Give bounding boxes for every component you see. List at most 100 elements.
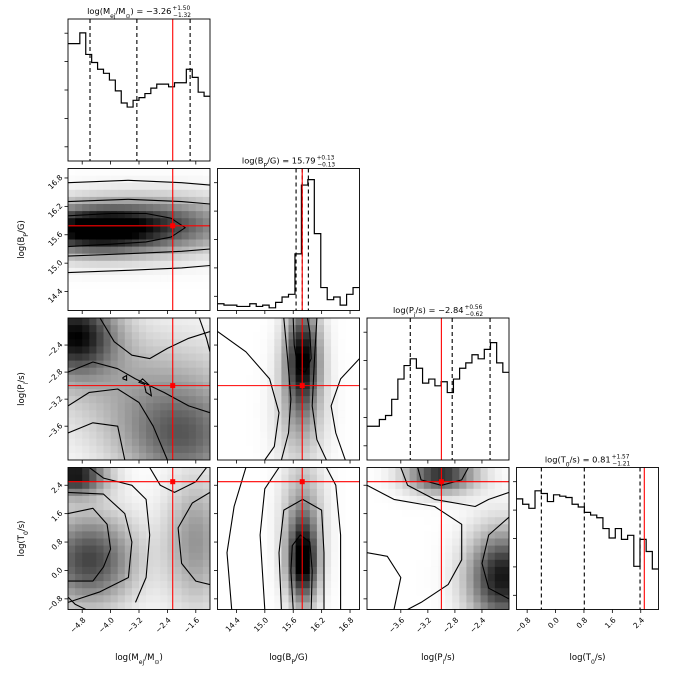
density-cell: [445, 552, 453, 561]
density-cell: [146, 403, 154, 411]
density-cell: [117, 552, 126, 561]
density-cell: [309, 545, 318, 554]
density-cell: [260, 318, 268, 326]
density-cell: [110, 559, 119, 568]
density-cell: [160, 360, 168, 369]
density-cell: [217, 481, 226, 490]
density-cell: [231, 325, 240, 333]
pair-plot-area: [217, 318, 360, 460]
density-cell: [195, 267, 204, 276]
density-cell: [224, 417, 233, 426]
density-cell: [68, 325, 76, 333]
density-cell: [167, 325, 176, 333]
density-cell: [131, 182, 140, 191]
density-cell: [174, 417, 183, 426]
density-cell: [324, 431, 332, 440]
density-cell: [352, 367, 360, 376]
density-cell: [402, 517, 411, 525]
density-cell: [131, 168, 140, 177]
density-cell: [423, 524, 432, 532]
density-cell: [153, 232, 161, 241]
density-cell: [217, 524, 226, 532]
density-cell: [195, 545, 204, 554]
x-axis-label-B: log(BP/G): [269, 653, 308, 666]
density-cell: [110, 566, 119, 575]
density-cell: [103, 367, 112, 376]
density-cell: [267, 445, 275, 454]
density-cell: [245, 339, 254, 347]
density-cell: [466, 588, 475, 596]
density-cell: [388, 602, 396, 610]
density-cell: [316, 431, 325, 440]
density-cell: [146, 260, 154, 269]
density-cell: [124, 175, 133, 184]
density-cell: [267, 431, 275, 440]
density-cell: [110, 552, 119, 561]
density-cell: [124, 538, 133, 547]
density-cell: [423, 559, 432, 568]
density-cell: [274, 559, 282, 568]
density-cell: [89, 232, 97, 241]
density-cell: [82, 318, 90, 326]
density-cell: [445, 524, 453, 532]
density-cell: [82, 503, 90, 511]
density-cell: [103, 481, 112, 490]
density-cell: [153, 289, 161, 297]
density-cell: [82, 325, 90, 333]
density-cell: [281, 474, 290, 483]
density-cell: [174, 296, 183, 304]
density-cell: [494, 566, 503, 575]
density-cell: [131, 566, 140, 575]
density-cell: [338, 396, 346, 404]
density-cell: [260, 403, 268, 411]
density-cell: [388, 503, 396, 511]
density-cell: [423, 481, 432, 490]
density-cell: [260, 396, 268, 404]
density-cell: [374, 566, 382, 575]
density-cell: [96, 424, 105, 433]
density-cell: [288, 566, 297, 575]
density-cell: [188, 552, 197, 561]
density-cell: [110, 403, 119, 411]
density-cell: [89, 339, 97, 347]
density-cell: [146, 253, 154, 262]
density-cell: [338, 538, 346, 547]
density-cell: [139, 168, 147, 177]
density-cell: [316, 339, 325, 347]
density-cell: [153, 417, 161, 426]
density-cell: [309, 574, 318, 582]
density-cell: [345, 438, 353, 447]
density-cell: [124, 296, 133, 304]
density-cell: [345, 452, 353, 460]
density-cell: [181, 218, 190, 226]
density-cell: [395, 467, 404, 476]
density-cell: [309, 474, 318, 483]
density-cell: [224, 445, 233, 454]
density-cell: [324, 559, 332, 568]
density-cell: [281, 566, 290, 575]
density-cell: [181, 289, 190, 297]
density-cell: [117, 303, 126, 311]
density-cell: [131, 517, 140, 525]
density-cell: [202, 232, 210, 241]
density-cell: [124, 189, 133, 198]
density-cell: [89, 424, 97, 433]
contour-line: [68, 179, 210, 186]
density-cell: [253, 574, 261, 582]
density-cell: [96, 325, 105, 333]
density-cell: [309, 452, 318, 460]
pair-panel-B-P: [214, 317, 360, 464]
density-cell: [110, 218, 119, 226]
density-cell: [416, 595, 425, 603]
density-cell: [174, 467, 183, 476]
density-cell: [331, 510, 339, 518]
density-cell: [302, 431, 311, 440]
density-cell: [253, 417, 261, 426]
density-cell: [501, 503, 509, 511]
density-cell: [302, 602, 311, 610]
density-cell: [402, 581, 411, 589]
density-cell: [89, 289, 97, 297]
density-cell: [89, 438, 97, 447]
density-cell: [75, 517, 83, 525]
